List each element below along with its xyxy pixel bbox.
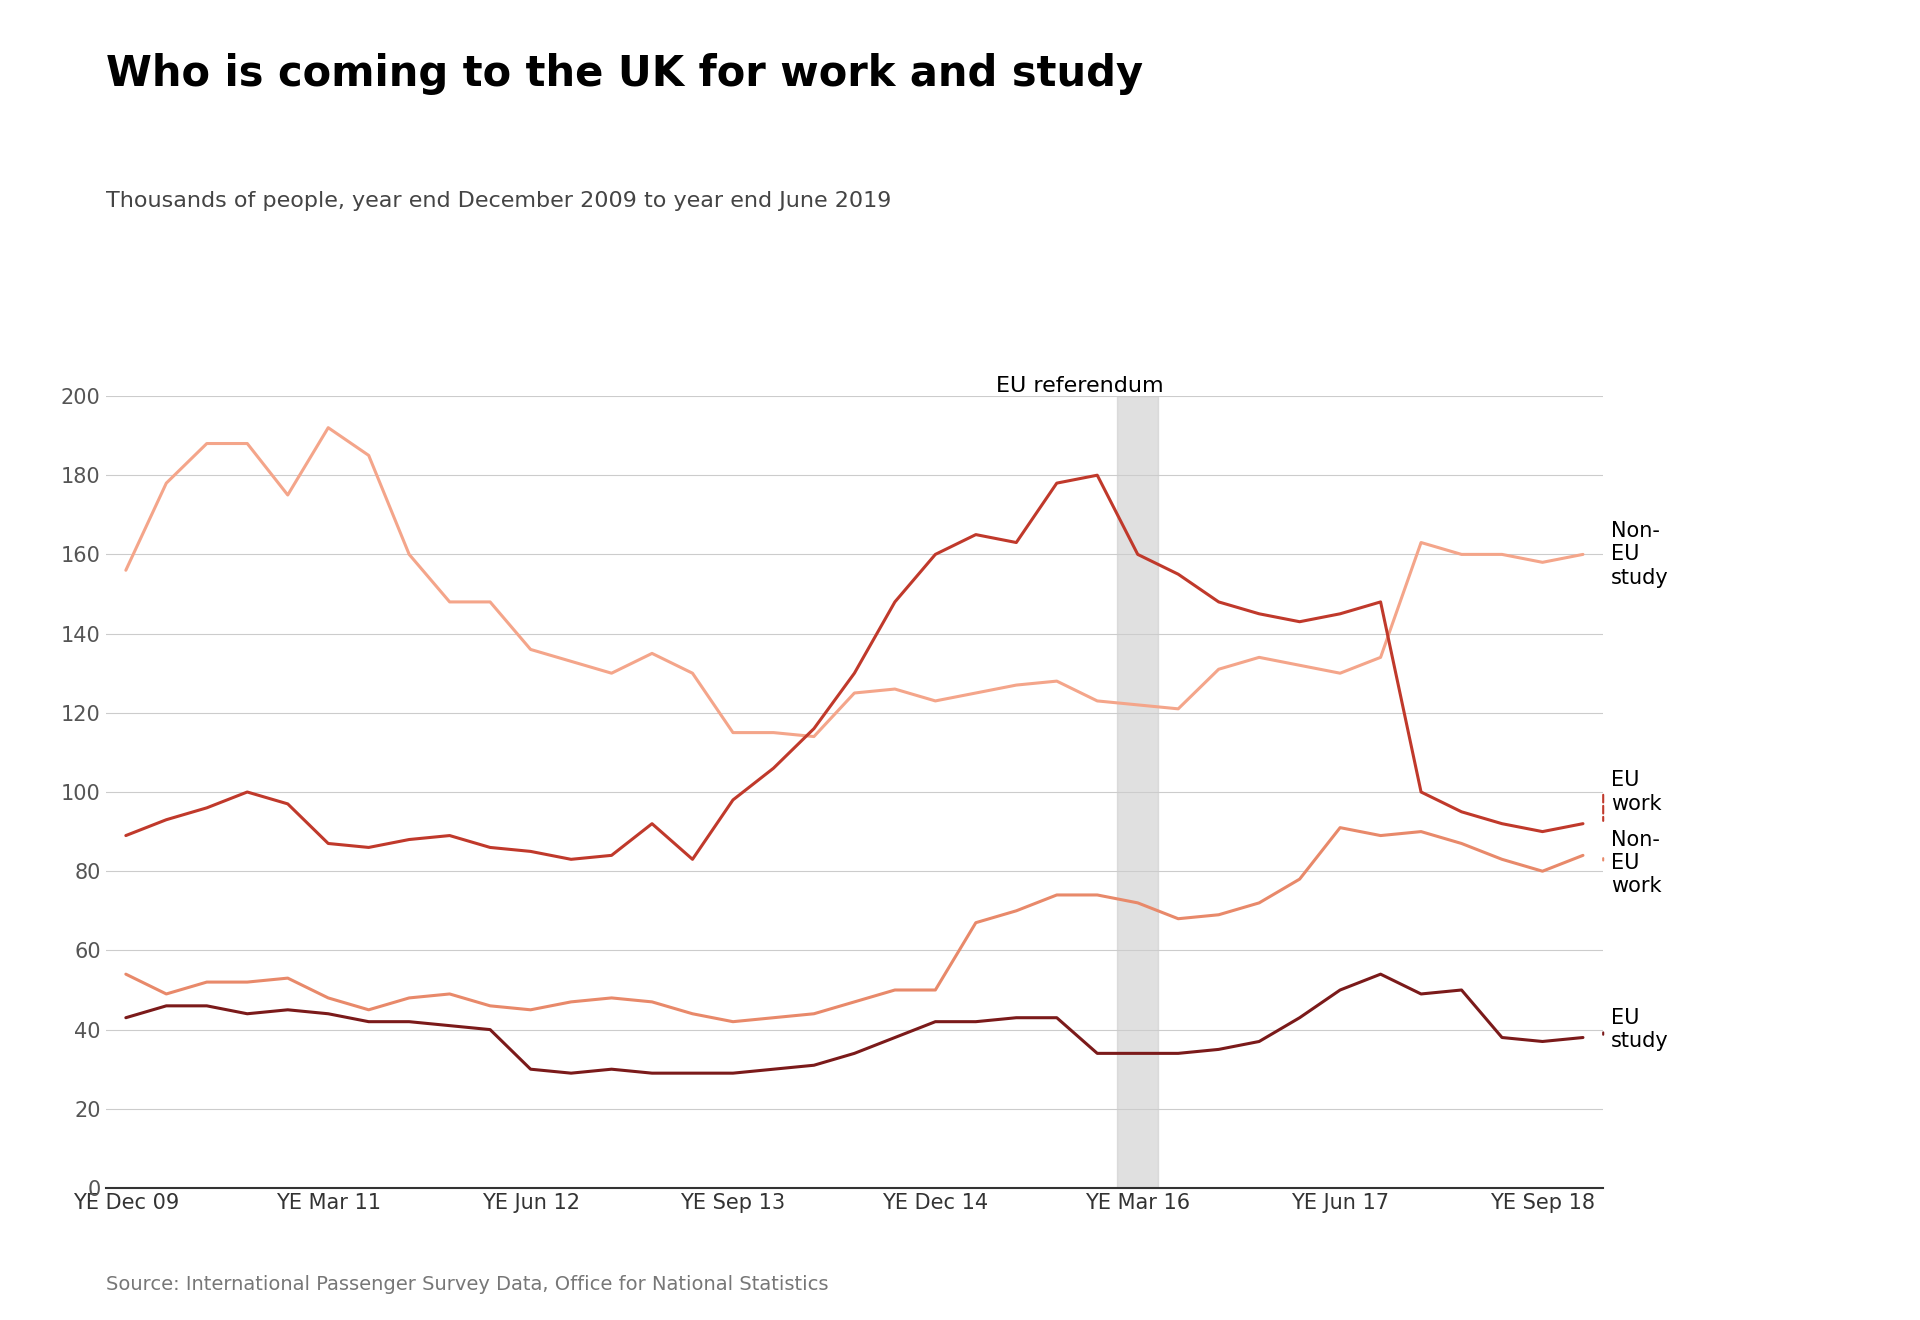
- Text: Who is coming to the UK for work and study: Who is coming to the UK for work and stu…: [106, 53, 1142, 95]
- Text: Non-
EU
work: Non- EU work: [1611, 830, 1663, 896]
- Text: EU
study: EU study: [1611, 1008, 1668, 1051]
- Text: Source: International Passenger Survey Data, Office for National Statistics: Source: International Passenger Survey D…: [106, 1275, 828, 1294]
- Text: Thousands of people, year end December 2009 to year end June 2019: Thousands of people, year end December 2…: [106, 191, 891, 211]
- Bar: [1117, 396, 1158, 1188]
- Text: Non-
EU
study: Non- EU study: [1611, 521, 1668, 587]
- Text: EU
work: EU work: [1611, 771, 1663, 813]
- Text: EU referendum: EU referendum: [996, 376, 1164, 396]
